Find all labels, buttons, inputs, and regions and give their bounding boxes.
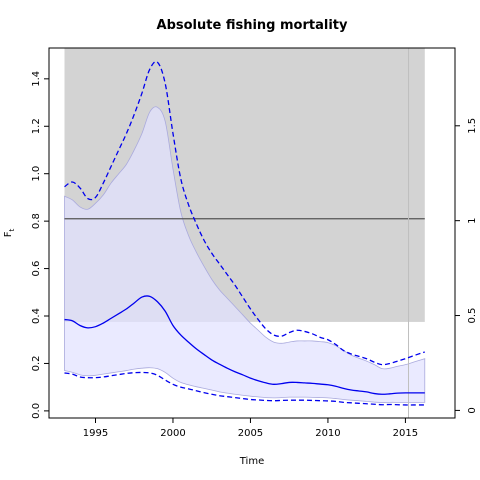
y-tick-label: 1.0 <box>31 166 42 182</box>
series-line-estimate <box>64 295 425 395</box>
y-axis-label-subscript: t <box>8 228 16 231</box>
series-line-ci-1 <box>64 60 425 366</box>
plot-frame <box>48 47 456 419</box>
confidence-band <box>64 106 426 403</box>
y-tick-label: 0.8 <box>31 213 42 229</box>
y-tick-label: 1.4 <box>31 71 42 87</box>
plot-area: 1995 2000 2005 2010 2015 0.0 0.2 0.4 0.6 0.8 1.0 1.… <box>31 47 478 439</box>
y-tick-label: 1.2 <box>31 118 42 134</box>
x-axis-label: Time <box>239 456 264 467</box>
y-axis-label-main: F <box>3 231 14 237</box>
y-tick-label: 0.6 <box>31 261 42 277</box>
y-axis-label: Ft <box>3 228 16 237</box>
y2-tick-label: 1.5 <box>467 118 478 134</box>
y-axis-label-group: Ft <box>3 228 16 237</box>
chart-title: Absolute fishing mortality <box>157 18 348 33</box>
y2-tick-label: 0 <box>467 407 478 413</box>
y-tick-label: 0.0 <box>31 403 42 419</box>
y2-tick-label: 0.5 <box>467 308 478 324</box>
x-tick-label: 1995 <box>83 428 108 439</box>
x-tick-label: 2005 <box>238 428 263 439</box>
x-tick-label: 2010 <box>315 428 340 439</box>
y2-tick-label: 1 <box>467 217 478 223</box>
x-tick-label: 2015 <box>393 428 418 439</box>
y-tick-label: 0.4 <box>31 308 42 324</box>
y-tick-label: 0.2 <box>31 355 42 371</box>
x-tick-label: 2000 <box>160 428 185 439</box>
series-line-ci-2 <box>64 371 425 406</box>
